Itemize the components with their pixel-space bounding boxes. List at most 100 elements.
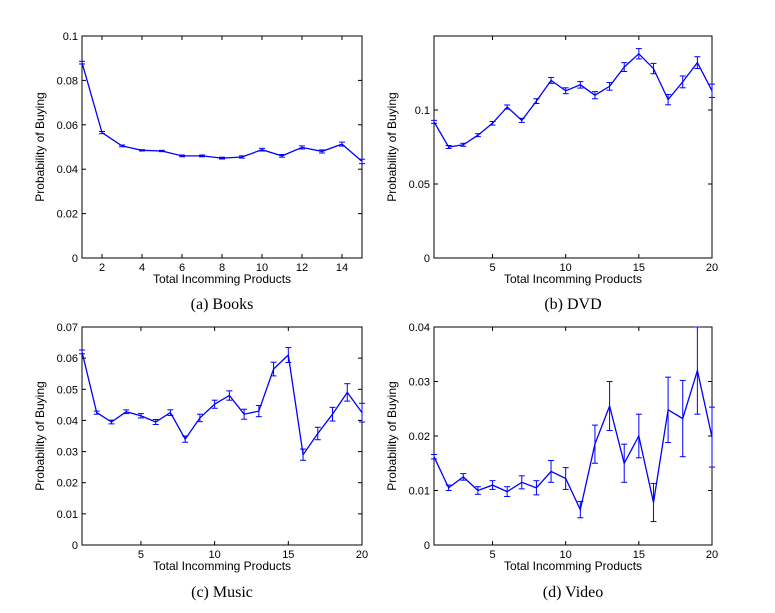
error-bar bbox=[179, 154, 185, 158]
y-axis-label: Probability of Buying bbox=[33, 92, 47, 201]
x-tick-label: 12 bbox=[296, 262, 308, 274]
error-bar bbox=[577, 81, 584, 89]
error-bar bbox=[219, 156, 225, 160]
error-bar bbox=[518, 475, 525, 490]
y-tick-label: 0.04 bbox=[57, 415, 78, 427]
error-bar bbox=[159, 149, 165, 153]
error-bar bbox=[339, 141, 345, 147]
x-tick-label: 6 bbox=[179, 262, 185, 274]
panel-caption: (d) Video bbox=[543, 584, 604, 601]
error-bar bbox=[119, 144, 125, 148]
error-bar bbox=[606, 381, 613, 432]
y-tick-label: 0.07 bbox=[57, 322, 78, 334]
y-tick-label: 0.04 bbox=[409, 322, 430, 334]
error-bar bbox=[474, 486, 481, 495]
error-bar bbox=[123, 409, 130, 415]
panel-caption: (c) Music bbox=[191, 584, 253, 601]
error-bar bbox=[299, 145, 305, 150]
error-bar bbox=[562, 87, 569, 95]
error-bar bbox=[319, 149, 325, 154]
error-bar bbox=[285, 347, 292, 364]
error-bar bbox=[635, 413, 642, 459]
error-bar bbox=[548, 460, 555, 483]
error-bar bbox=[211, 399, 218, 409]
error-bar bbox=[241, 408, 248, 420]
y-tick-label: 0.02 bbox=[57, 478, 78, 490]
error-bar bbox=[79, 349, 85, 355]
x-tick-label: 4 bbox=[139, 262, 145, 274]
series-line bbox=[81, 351, 363, 457]
error-bar bbox=[562, 467, 569, 490]
panel-caption: (b) DVD bbox=[544, 296, 601, 313]
y-tick-label: 0.01 bbox=[409, 486, 430, 498]
y-tick-label: 0 bbox=[72, 540, 78, 552]
error-bar bbox=[621, 443, 628, 483]
error-bar bbox=[139, 149, 145, 152]
y-tick-label: 0.02 bbox=[409, 431, 430, 443]
axes-frame bbox=[81, 326, 363, 546]
error-bar bbox=[533, 98, 540, 104]
series-line bbox=[433, 52, 713, 148]
y-tick-label: 0.06 bbox=[57, 120, 78, 132]
x-tick-label: 10 bbox=[560, 262, 572, 274]
x-tick-label: 10 bbox=[560, 549, 572, 561]
error-bar bbox=[79, 60, 85, 65]
error-bar bbox=[650, 62, 657, 75]
error-bar bbox=[665, 376, 672, 444]
error-bar bbox=[533, 480, 540, 496]
error-bar bbox=[431, 454, 437, 460]
y-axis-label: Probability of Buying bbox=[385, 381, 399, 490]
error-bar bbox=[709, 83, 715, 98]
panel-music: 5 10 15 20 0 0.01 0.02 0.03 0.04 0.05 0.06 0.07 Tota… bbox=[33, 322, 368, 601]
error-bar bbox=[577, 500, 584, 519]
y-tick-label: 0.03 bbox=[57, 447, 78, 459]
x-axis-label: Total Incomming Products bbox=[153, 559, 291, 573]
error-bar bbox=[504, 104, 511, 110]
error-bar bbox=[99, 130, 105, 135]
x-tick-label: 20 bbox=[706, 549, 718, 561]
error-bar bbox=[255, 404, 262, 418]
panel-books: 2 4 6 8 10 12 14 0 0.02 0.04 0.06 0.08 0.1 Total Inco… bbox=[33, 31, 365, 313]
axes-frame bbox=[433, 326, 713, 546]
error-bar bbox=[591, 424, 598, 464]
error-bar bbox=[694, 326, 701, 415]
x-tick-label: 15 bbox=[633, 262, 645, 274]
panel-dvd: 5 10 15 20 0 0.05 0.1 Total Incomming Products P… bbox=[385, 35, 718, 313]
error-bar bbox=[199, 154, 205, 158]
y-tick-label: 0.05 bbox=[409, 179, 430, 191]
error-bar bbox=[621, 62, 628, 73]
error-bar bbox=[474, 133, 481, 138]
x-axis-label: Total Incomming Products bbox=[153, 272, 291, 286]
x-axis-label: Total Incomming Products bbox=[504, 559, 642, 573]
panel-video: 5 10 15 20 0 0.01 0.02 0.03 0.04 Total Incomming … bbox=[385, 322, 718, 601]
x-tick-label: 5 bbox=[138, 549, 144, 561]
error-bar bbox=[226, 390, 233, 401]
x-tick-label: 15 bbox=[633, 549, 645, 561]
y-tick-label: 0.05 bbox=[57, 384, 78, 396]
x-tick-label: 20 bbox=[706, 262, 718, 274]
error-bar bbox=[518, 117, 525, 123]
y-tick-label: 0.06 bbox=[57, 353, 78, 365]
error-bar bbox=[445, 145, 452, 149]
y-tick-label: 0.1 bbox=[415, 105, 430, 117]
error-bar bbox=[152, 418, 159, 425]
x-tick-label: 15 bbox=[282, 549, 294, 561]
error-bar bbox=[679, 379, 686, 458]
y-tick-label: 0 bbox=[424, 253, 430, 265]
error-bar bbox=[489, 121, 496, 126]
error-bar bbox=[635, 48, 642, 60]
error-bar bbox=[239, 155, 245, 159]
error-bar bbox=[460, 473, 467, 481]
x-axis-label: Total Incomming Products bbox=[504, 272, 642, 286]
error-bar bbox=[504, 486, 511, 497]
x-tick-label: 10 bbox=[256, 262, 268, 274]
error-bar bbox=[431, 119, 437, 124]
error-bar bbox=[167, 409, 174, 416]
error-bar bbox=[359, 158, 365, 165]
x-tick-label: 14 bbox=[336, 262, 348, 274]
y-tick-label: 0.01 bbox=[57, 509, 78, 521]
x-tick-label: 2 bbox=[99, 262, 105, 274]
y-tick-label: 0.04 bbox=[57, 164, 78, 176]
error-bar bbox=[359, 402, 365, 423]
